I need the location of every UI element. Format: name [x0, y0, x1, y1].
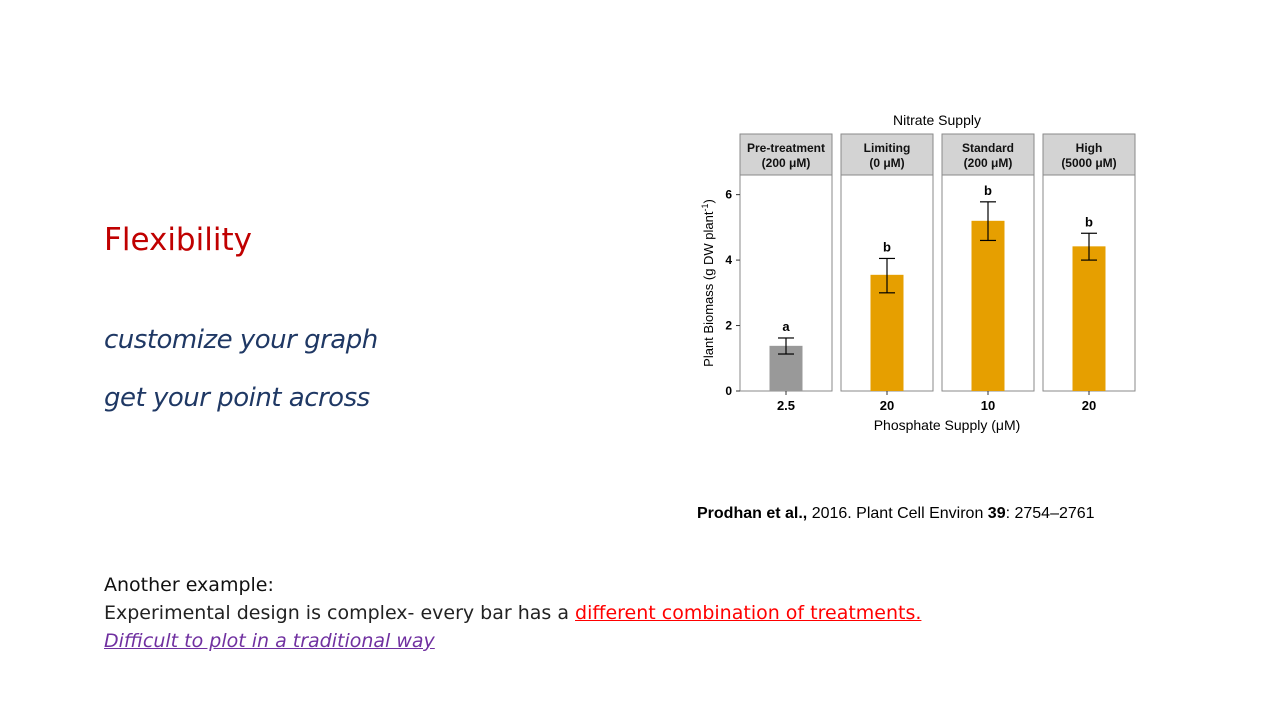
- citation-volume: 39: [987, 505, 1006, 522]
- panel-2: Standard(200 μM) b 10: [941, 133, 1035, 413]
- strip-label-line2: (5000 μM): [1061, 156, 1116, 170]
- x-tick-label: 20: [880, 398, 894, 413]
- y-axis: 0 2 4 6: [725, 188, 740, 398]
- strip-label-line2: (200 μM): [964, 156, 1013, 170]
- design-line: Experimental design is complex- every ba…: [104, 599, 921, 627]
- panel-strip: [1042, 133, 1136, 176]
- subpoint-customize: customize your graph: [104, 325, 378, 355]
- citation-year-journal: 2016. Plant Cell Environ: [807, 505, 988, 522]
- y-axis-label-sup: -1: [700, 203, 710, 211]
- panel-0: Pre-treatment(200 μM) a 2.5: [739, 133, 833, 413]
- strip-label-line2: (0 μM): [869, 156, 904, 170]
- panel-strip: [739, 133, 833, 176]
- significance-letter: b: [1085, 214, 1093, 229]
- subpoint-point-across: get your point across: [104, 383, 370, 413]
- x-tick-label: 10: [981, 398, 995, 413]
- panel-strip: [840, 133, 934, 176]
- y-axis-label: Plant Biomass (g DW plant-1): [700, 199, 716, 367]
- y-tick-label: 2: [725, 319, 732, 333]
- citation-pages: : 2754–2761: [1005, 505, 1095, 522]
- slide-heading: Flexibility: [104, 222, 252, 258]
- panel-1: Limiting(0 μM) b 20: [840, 133, 934, 413]
- bottom-notes: Another example: Experimental design is …: [104, 571, 921, 655]
- bar: [1072, 246, 1106, 391]
- chart-title: Nitrate Supply: [893, 112, 981, 128]
- x-tick-label: 20: [1082, 398, 1096, 413]
- significance-letter: b: [984, 183, 992, 198]
- x-tick-label: 2.5: [777, 398, 795, 413]
- y-tick-label: 0: [725, 384, 732, 398]
- panel-strip: [941, 133, 1035, 176]
- bar-chart: Nitrate Supply Pre-treatment (200 μM) a 2.5…: [690, 105, 1170, 445]
- chart-svg: Nitrate Supply Pre-treatment(200 μM)a2.5…: [700, 112, 1136, 433]
- strip-label-line1: Standard: [962, 141, 1014, 155]
- significance-letter: b: [883, 239, 891, 254]
- design-line-emphasis: different combination of treatments.: [575, 602, 922, 624]
- y-axis-label-main: Plant Biomass (g DW plant: [701, 211, 716, 367]
- bar: [870, 274, 904, 391]
- bar: [971, 220, 1005, 391]
- design-line-prefix: Experimental design is complex- every ba…: [104, 602, 576, 624]
- significance-letter: a: [782, 319, 790, 334]
- x-axis-label: Phosphate Supply (μM): [874, 417, 1021, 433]
- citation: Prodhan et al., 2016. Plant Cell Environ…: [697, 505, 1095, 523]
- another-example-title: Another example:: [104, 574, 274, 596]
- strip-label-line1: High: [1076, 141, 1103, 155]
- strip-label-line1: Limiting: [864, 141, 911, 155]
- y-tick-label: 6: [725, 188, 732, 202]
- strip-label-line1: Pre-treatment: [747, 141, 825, 155]
- citation-authors: Prodhan et al.,: [697, 505, 808, 522]
- y-axis-label-close: ): [701, 199, 716, 203]
- panel-3: High(5000 μM) b 20: [1042, 133, 1136, 413]
- strip-label-line2: (200 μM): [762, 156, 811, 170]
- difficult-line: Difficult to plot in a traditional way: [104, 630, 435, 652]
- y-tick-label: 4: [725, 253, 732, 267]
